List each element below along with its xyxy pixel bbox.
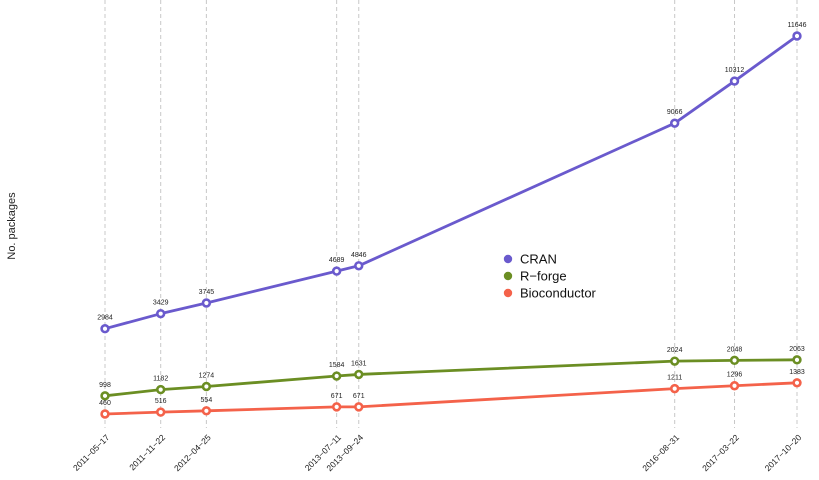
legend: CRAN R−forge Bioconductor	[503, 252, 597, 301]
data-point	[354, 369, 364, 380]
data-label: 1211	[667, 375, 682, 382]
data-label: 11646	[788, 22, 807, 29]
data-point	[156, 407, 166, 417]
data-point	[354, 402, 364, 412]
data-label: 9066	[667, 109, 683, 116]
x-tick-label: 2011−05−17	[71, 432, 112, 473]
data-label: 998	[99, 382, 111, 389]
y-axis-label: No. packages	[6, 192, 18, 260]
legend-swatch	[503, 288, 513, 298]
data-point	[100, 409, 110, 419]
legend-label: CRAN	[520, 252, 557, 267]
data-point	[100, 391, 110, 401]
x-tick-label: 2017−10−20	[763, 432, 804, 473]
x-tick-label: 2012−04−25	[172, 432, 213, 473]
data-label: 1274	[199, 372, 215, 379]
data-label: 2048	[727, 346, 743, 353]
data-label: 1631	[351, 360, 367, 367]
data-label: 3745	[199, 289, 215, 296]
data-label: 2024	[667, 347, 683, 354]
data-label: 671	[353, 393, 365, 400]
data-label: 460	[99, 400, 111, 407]
data-label: 554	[201, 397, 213, 404]
data-point	[100, 324, 110, 334]
data-label: 516	[155, 398, 167, 405]
data-point	[354, 261, 364, 271]
data-point	[729, 381, 740, 391]
labels-layer: 2984 3429 3745 4689 4846 9066 10312 11646 998 118…	[97, 22, 806, 407]
x-tick-label: 2016−08−31	[640, 432, 681, 473]
data-point	[792, 378, 802, 388]
data-label: 1383	[789, 369, 805, 376]
series-line	[104, 381, 798, 416]
legend-label: R−forge	[520, 269, 567, 284]
data-point	[669, 118, 680, 128]
legend-label: Bioconductor	[520, 286, 597, 301]
data-label: 1182	[153, 376, 168, 383]
data-point	[201, 381, 212, 392]
grid-layer	[104, 0, 798, 428]
data-point	[792, 31, 802, 41]
data-point	[156, 308, 166, 319]
data-point	[729, 355, 740, 366]
data-point	[201, 298, 212, 308]
series-line	[104, 358, 798, 398]
data-point	[156, 384, 166, 395]
data-point	[331, 266, 342, 276]
data-point	[669, 356, 680, 366]
data-label: 2984	[97, 315, 113, 322]
data-label: 3429	[153, 300, 169, 307]
data-point	[669, 383, 680, 394]
data-label: 671	[331, 393, 343, 400]
data-point	[792, 355, 802, 365]
data-label: 4689	[329, 257, 345, 264]
data-label: 1584	[329, 362, 345, 369]
data-label: 2063	[789, 346, 805, 353]
data-point	[201, 406, 212, 416]
ticks-layer: 2011−05−17 2011−11−22 2012−04−25 2013−07−11…	[71, 432, 804, 473]
data-point	[729, 76, 740, 86]
legend-swatch	[503, 254, 513, 264]
data-label: 4846	[351, 252, 367, 259]
series-line	[104, 34, 798, 331]
legend-swatch	[503, 271, 513, 281]
x-tick-label: 2017−03−22	[700, 432, 741, 473]
data-label: 10312	[725, 67, 745, 74]
data-point	[331, 402, 342, 412]
points-layer	[100, 31, 802, 419]
data-label: 1296	[727, 372, 743, 379]
x-tick-label: 2011−11−22	[127, 432, 167, 472]
data-point	[331, 371, 342, 381]
lines-layer	[104, 34, 798, 416]
